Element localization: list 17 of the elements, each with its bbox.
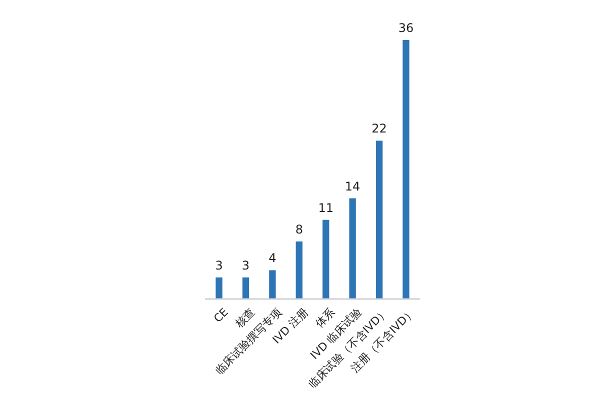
data-label: 11: [318, 200, 334, 215]
x-tick-label: CE: [211, 306, 231, 326]
bar: [296, 241, 302, 299]
bar: [349, 198, 356, 299]
bar: [269, 270, 276, 299]
bar: [216, 277, 222, 299]
data-label: 3: [242, 258, 250, 272]
bar: [242, 277, 250, 299]
bar: [376, 140, 383, 299]
data-label: 8: [295, 222, 303, 236]
data-label: 36: [398, 21, 414, 35]
data-label: 3: [215, 258, 223, 272]
bar: [402, 40, 410, 299]
data-label: 22: [372, 122, 387, 136]
data-label: 14: [344, 179, 360, 194]
bar: [322, 220, 330, 299]
data-label: 4: [268, 251, 276, 266]
